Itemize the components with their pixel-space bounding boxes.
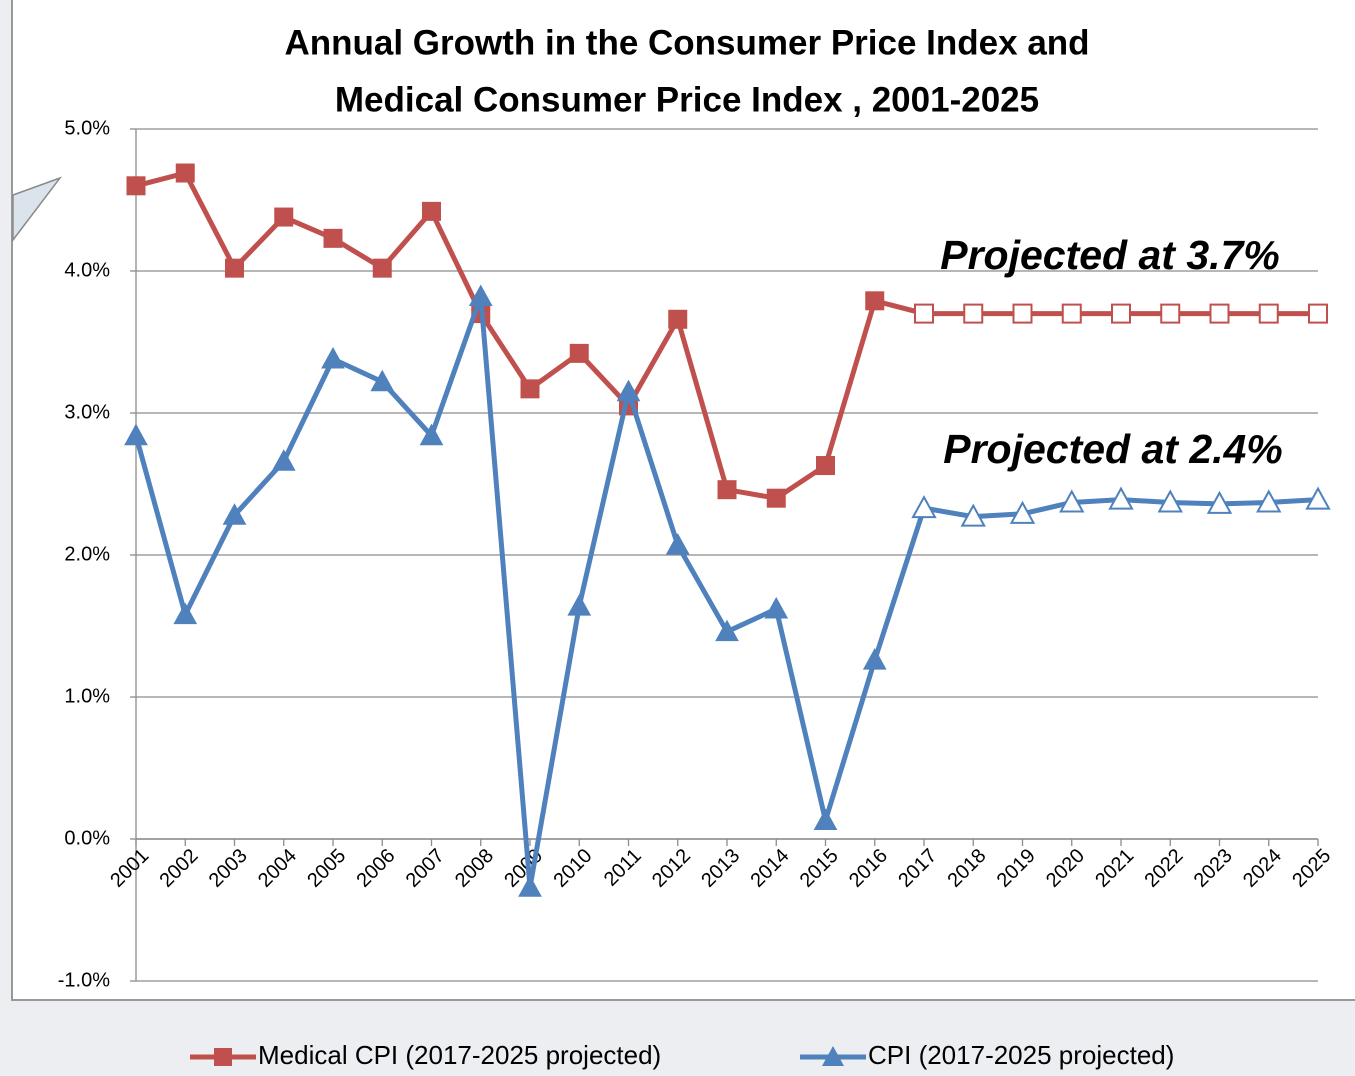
marker (616, 379, 641, 402)
legend-marker (822, 1046, 844, 1066)
marker (963, 303, 984, 324)
marker (665, 533, 690, 555)
callout-tip (12, 176, 63, 243)
marker (865, 291, 885, 311)
marker (1305, 486, 1331, 510)
marker (1059, 489, 1085, 513)
marker (323, 228, 343, 248)
marker (372, 258, 392, 278)
marker (1206, 490, 1233, 514)
marker (271, 449, 296, 471)
annotation: Projected at 2.4% (943, 426, 1283, 472)
marker (862, 648, 887, 670)
marker (1209, 303, 1230, 324)
marker (321, 347, 345, 369)
marker (668, 309, 688, 329)
marker (520, 379, 540, 399)
marker (1157, 489, 1183, 513)
marker (225, 258, 244, 278)
marker (124, 423, 148, 446)
marker (222, 503, 247, 525)
y-tick-label: 5.0% (64, 117, 110, 139)
y-tick-label: 0.0% (64, 827, 110, 849)
marker (569, 343, 589, 363)
marker (567, 594, 592, 616)
marker (419, 423, 444, 446)
marker (960, 503, 986, 527)
y-tick-label: -1.0% (58, 969, 110, 991)
marker (370, 369, 395, 392)
marker (274, 207, 294, 227)
annotation: Projected at 3.7% (940, 232, 1280, 278)
y-tick-label: 4.0% (64, 259, 110, 281)
marker (911, 495, 937, 519)
chart-title: Medical Consumer Price Index , 2001-2025 (335, 80, 1039, 119)
marker (422, 201, 441, 221)
marker (1256, 489, 1282, 513)
marker (1061, 303, 1082, 324)
marker (717, 480, 737, 500)
marker (126, 176, 146, 196)
chart-title: Annual Growth in the Consumer Price Inde… (284, 23, 1089, 62)
y-tick-label: 3.0% (64, 401, 110, 423)
legend-label: Medical CPI (2017-2025 projected) (258, 1040, 661, 1070)
marker (1160, 303, 1181, 324)
marker (1308, 303, 1328, 324)
marker (766, 488, 786, 508)
marker (175, 163, 195, 183)
y-tick-label: 2.0% (64, 543, 110, 565)
marker (1108, 486, 1134, 510)
y-tick-label: 1.0% (64, 685, 110, 707)
marker (715, 619, 739, 642)
marker (1111, 303, 1131, 324)
marker (1012, 303, 1033, 324)
marker (816, 456, 835, 476)
marker (914, 303, 934, 324)
legend-label: CPI (2017-2025 projected) (868, 1040, 1174, 1070)
marker (1258, 303, 1279, 324)
legend-marker (214, 1048, 232, 1066)
marker (764, 596, 789, 619)
marker (813, 808, 838, 831)
marker (173, 602, 198, 625)
marker (518, 875, 542, 897)
marker (468, 284, 493, 307)
marker (1009, 500, 1036, 524)
